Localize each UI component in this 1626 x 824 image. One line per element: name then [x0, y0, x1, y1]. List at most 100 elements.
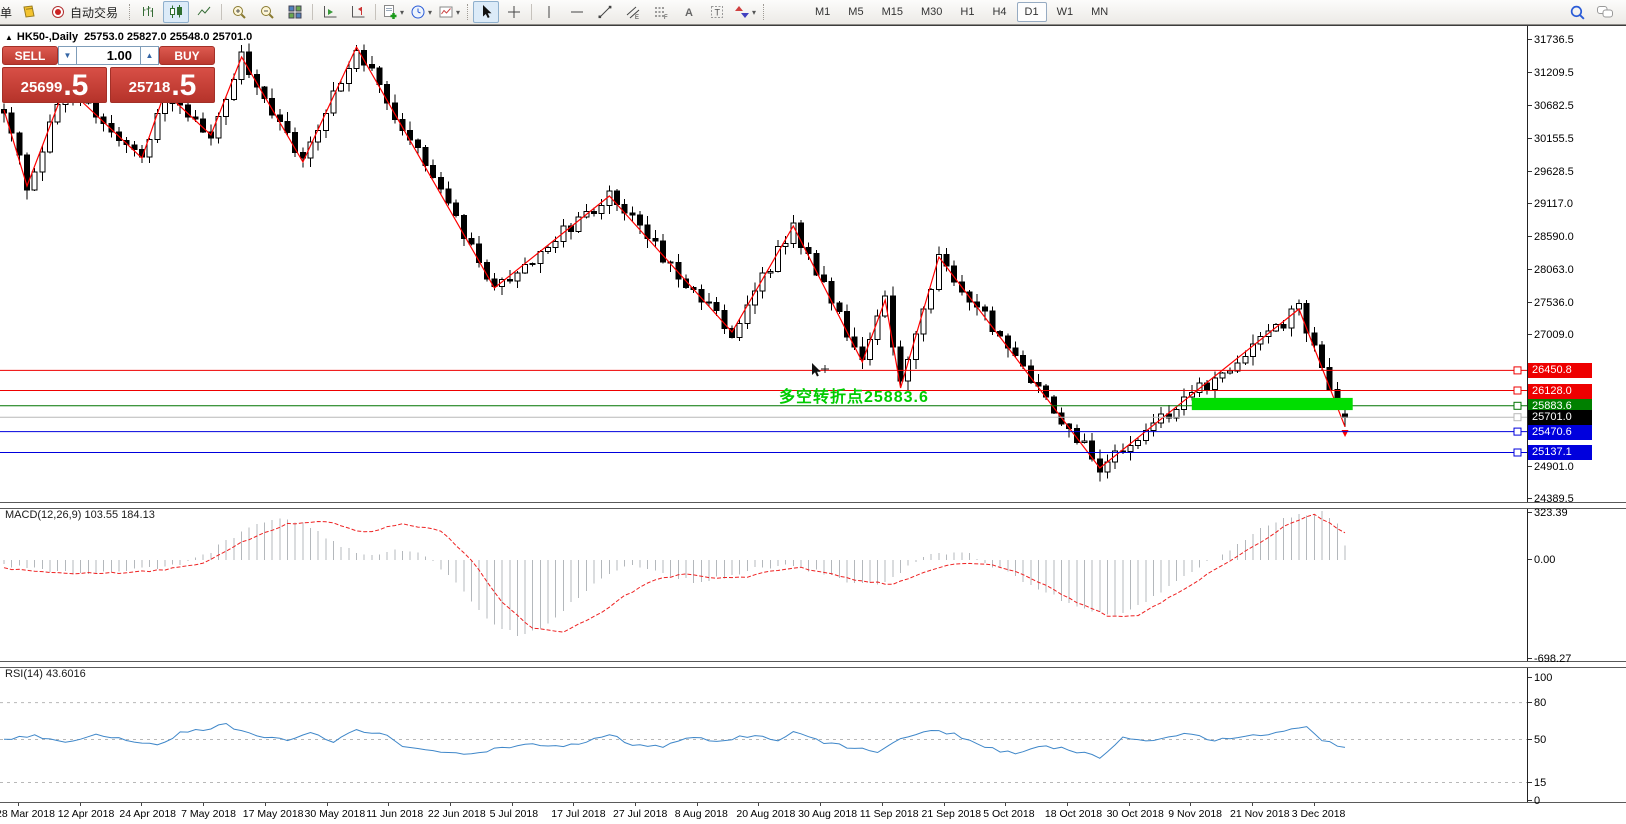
pane-splitter[interactable] — [0, 661, 1626, 668]
sell-price-box[interactable]: 25699 .5 — [2, 67, 107, 103]
timeframe-toolbar: M1 M5 M15 M30 H1 H4 D1 W1 MN — [806, 2, 1117, 22]
macd-pane-plot[interactable] — [0, 507, 1527, 661]
arrows-icon — [735, 6, 749, 18]
toolbar-grip[interactable] — [467, 4, 469, 20]
date-label: 30 Aug 2018 — [798, 808, 858, 820]
svg-text:T: T — [715, 8, 721, 18]
timeframe-h1[interactable]: H1 — [960, 6, 975, 18]
price-axis-border — [1527, 26, 1528, 802]
clock-icon — [411, 5, 425, 19]
price-tick-label: 29117.0 — [1528, 197, 1573, 210]
date-tick — [1252, 803, 1253, 806]
candlestick-chart-button[interactable] — [163, 1, 190, 23]
price-tick-label: 31736.5 — [1528, 34, 1574, 46]
chat-icon[interactable] — [1596, 4, 1614, 20]
date-label: 17 May 2018 — [242, 808, 304, 820]
toolbar-grip[interactable] — [129, 4, 131, 20]
date-tick — [820, 803, 822, 806]
price-tick-label: 27009.0 — [1528, 329, 1574, 342]
volume-decrease-button[interactable]: ▼ — [58, 46, 77, 65]
sell-button[interactable]: SELL — [2, 46, 58, 65]
periods-button[interactable]: ▾ — [408, 1, 434, 23]
timeframe-m1[interactable]: M1 — [815, 6, 831, 18]
add-indicator-button[interactable]: ▾ — [380, 1, 406, 23]
toolbar-grip[interactable] — [763, 4, 765, 20]
date-tick — [758, 803, 760, 806]
text-button[interactable]: A — [676, 1, 702, 23]
date-label: 30 Oct 2018 — [1106, 808, 1164, 820]
tile-windows-button[interactable] — [282, 1, 308, 23]
svg-text:A: A — [685, 7, 693, 19]
cursor-button[interactable] — [473, 1, 500, 23]
date-tick — [79, 803, 81, 806]
rsi-pane-plot[interactable] — [0, 666, 1527, 802]
new-order-button-partial[interactable]: 单 — [0, 1, 14, 23]
date-tick — [1313, 803, 1315, 806]
price-tick-label: 29628.5 — [1528, 165, 1574, 178]
text-a-icon: A — [685, 7, 693, 19]
equidistant-channel-button[interactable]: E — [620, 1, 646, 23]
crosshair-button[interactable] — [501, 1, 527, 23]
horizontal-line-button[interactable] — [564, 1, 590, 23]
trendline-button[interactable] — [592, 1, 618, 23]
add-indicator-caret-icon: ▾ — [400, 7, 405, 17]
periods-caret-icon: ▾ — [428, 7, 433, 17]
timeframe-m5[interactable]: M5 — [848, 6, 864, 18]
auto-scroll-button[interactable] — [317, 1, 343, 23]
arrows-button[interactable]: ▾ — [732, 1, 758, 23]
date-label: 24 Apr 2018 — [119, 808, 177, 820]
date-label: 8 Aug 2018 — [674, 808, 728, 820]
timeframe-d1[interactable]: D1 — [1016, 2, 1047, 22]
templates-button[interactable]: ▾ — [436, 1, 462, 23]
date-tick — [18, 803, 19, 806]
trendline-icon — [598, 5, 612, 19]
timeframe-h4[interactable]: H4 — [992, 6, 1007, 18]
date-tick — [511, 803, 513, 806]
date-label: 17 Jul 2018 — [551, 808, 606, 820]
search-icon[interactable] — [1569, 4, 1586, 21]
journal-button[interactable] — [16, 1, 42, 23]
rsi-indicator-label: RSI(14) 43.6016 — [5, 668, 86, 680]
bar-chart-button[interactable] — [135, 1, 161, 23]
zoom-in-button[interactable] — [226, 1, 252, 23]
collapse-arrow-icon[interactable]: ▲ — [5, 33, 13, 42]
date-label: 28 Mar 2018 — [0, 808, 55, 820]
level-price-badge: 26128.0 — [1528, 383, 1592, 399]
main-chart-plot[interactable] — [0, 26, 1527, 502]
text-label-button[interactable]: T — [704, 1, 730, 23]
chart-shift-button[interactable] — [345, 1, 371, 23]
autotrading-button[interactable]: 自动交易 — [44, 1, 124, 23]
one-click-trading-panel: SELL ▼ 1.00 ▲ BUY 25699 .5 25718 .5 — [2, 46, 215, 103]
current-price-badge: 25701.0 — [1528, 410, 1592, 426]
mouse-cursor-icon — [812, 363, 829, 377]
vertical-line-button[interactable] — [536, 1, 562, 23]
timeframe-w1[interactable]: W1 — [1056, 6, 1074, 18]
timeframe-mn[interactable]: MN — [1091, 6, 1109, 18]
zoom-out-button[interactable] — [254, 1, 280, 23]
buy-price-main: 25718 — [128, 79, 171, 96]
buy-button[interactable]: BUY — [159, 46, 215, 65]
date-label: 18 Oct 2018 — [1044, 808, 1103, 820]
date-label: 22 Jun 2018 — [427, 808, 486, 820]
date-tick — [1005, 803, 1007, 806]
svg-text:F: F — [664, 15, 668, 20]
date-tick — [881, 803, 883, 806]
level-price-badge: 25883.6 — [1528, 398, 1592, 414]
timeframe-m30[interactable]: M30 — [920, 6, 943, 18]
template-icon — [439, 6, 453, 18]
rsi-axis-label: 50 — [1527, 733, 1547, 746]
volume-input[interactable]: 1.00 — [77, 46, 140, 65]
price-tick-label: 31209.5 — [1528, 66, 1574, 79]
text-label-icon: T — [711, 6, 724, 18]
timeframe-m15[interactable]: M15 — [881, 6, 903, 18]
buy-price-box[interactable]: 25718 .5 — [110, 67, 215, 103]
line-chart-button[interactable] — [191, 1, 217, 23]
date-label: 12 Apr 2018 — [57, 808, 115, 820]
auto-scroll-icon — [324, 6, 337, 18]
pane-splitter[interactable] — [0, 502, 1626, 509]
date-label: 11 Jun 2018 — [366, 808, 424, 820]
fibonacci-button[interactable]: F — [648, 1, 674, 23]
date-axis-border — [0, 802, 1626, 803]
volume-increase-button[interactable]: ▲ — [140, 46, 159, 65]
